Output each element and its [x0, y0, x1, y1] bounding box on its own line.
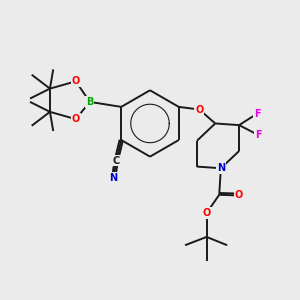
Text: O: O — [72, 114, 80, 124]
Text: O: O — [202, 208, 211, 218]
Text: B: B — [86, 97, 93, 107]
Text: N: N — [217, 163, 225, 173]
Text: C: C — [113, 156, 120, 166]
Text: N: N — [110, 173, 118, 183]
Text: F: F — [255, 130, 262, 140]
Text: F: F — [254, 109, 261, 118]
Text: O: O — [195, 104, 203, 115]
Text: O: O — [235, 190, 243, 200]
Text: O: O — [72, 76, 80, 86]
